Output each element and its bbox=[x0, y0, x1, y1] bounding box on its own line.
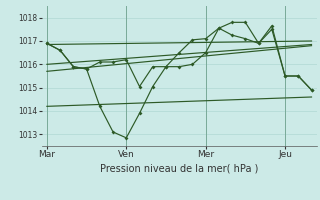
X-axis label: Pression niveau de la mer( hPa ): Pression niveau de la mer( hPa ) bbox=[100, 163, 258, 173]
